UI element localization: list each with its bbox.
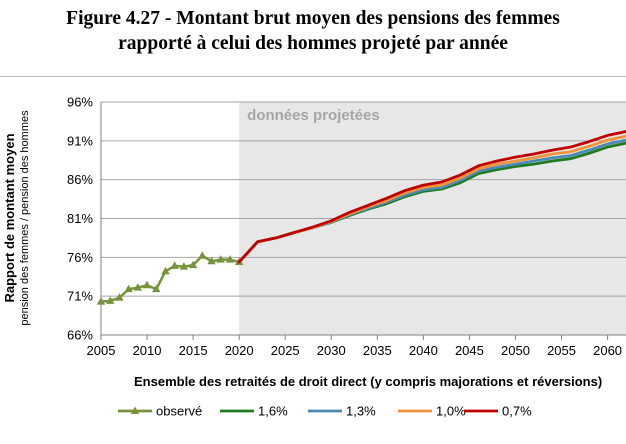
tick-labels: 66% 71% 76% 81% 86% 91% 96% 2005 2010 2015 2020 202… [67, 95, 622, 359]
y-tick-label: 76% [67, 250, 93, 265]
legend-item: 0,7% [464, 404, 532, 419]
x-tick-label: 2015 [179, 343, 208, 358]
y-tick-label: 96% [67, 95, 93, 110]
legend-label: observé [156, 404, 202, 419]
x-tick-label: 2035 [363, 343, 392, 358]
data-point [207, 256, 216, 265]
data-point [179, 262, 189, 270]
data-point [142, 280, 152, 289]
data-point [124, 284, 133, 293]
series-line [237, 130, 626, 264]
data-point [115, 293, 124, 301]
x-tick-label: 2010 [133, 343, 162, 358]
chart-frame-top [0, 76, 626, 77]
data-point [216, 255, 225, 263]
axes [100, 102, 626, 340]
series-line [99, 254, 241, 303]
series-1 [96, 251, 244, 305]
x-tick-label: 2005 [87, 343, 116, 358]
y-tick-label: 71% [67, 289, 93, 304]
y-axis-label: Rapport de montant moyen [2, 133, 17, 302]
y-tick-label: 91% [67, 133, 93, 148]
data-point [152, 284, 161, 293]
x-tick-label: 2045 [455, 343, 484, 358]
data-point [198, 251, 207, 259]
legend-item: 1,3% [308, 404, 376, 419]
legend-label: 1,6% [258, 404, 288, 419]
data-point [225, 255, 235, 263]
legend-marker [130, 406, 140, 414]
x-tick-label: 2060 [593, 343, 622, 358]
data-point [188, 260, 198, 269]
data-point [106, 296, 115, 304]
y-axis-sublabel: pension des femmes / pension des hommes [19, 110, 31, 326]
x-axis-label: Ensemble des retraités de droit direct (… [134, 374, 602, 389]
legend-item: 1,0% [398, 404, 466, 419]
x-tick-label: 2020 [225, 343, 254, 358]
x-tick-label: 2055 [547, 343, 576, 358]
figure-title: Figure 4.27 - Montant brut moyen des pen… [0, 6, 626, 56]
x-tick-label: 2030 [317, 343, 346, 358]
figure-title-line-2: rapporté à celui des hommes projeté par … [118, 33, 508, 54]
legend: observé 1,6% 1,3% 1,0% 0,7% [118, 404, 532, 419]
x-tick-label: 2050 [501, 343, 530, 358]
series-5 [237, 130, 626, 264]
series-layer [96, 130, 626, 305]
projection-annotation: données projetées [247, 107, 380, 124]
legend-item: 1,6% [220, 404, 288, 419]
y-tick-label: 81% [67, 211, 93, 226]
legend-label: 1,0% [436, 404, 466, 419]
figure-title-line-1: Figure 4.27 - Montant brut moyen des pen… [66, 8, 560, 29]
legend-label: 1,3% [346, 404, 376, 419]
y-tick-label: 66% [67, 328, 93, 343]
data-point [133, 283, 143, 291]
grid [101, 101, 626, 336]
legend-item: observé [118, 404, 202, 419]
x-tick-label: 2025 [271, 343, 300, 358]
data-point [161, 266, 170, 275]
legend-label: 0,7% [502, 404, 532, 419]
y-tick-label: 86% [67, 172, 93, 187]
data-point [170, 261, 179, 269]
x-tick-label: 2040 [409, 343, 438, 358]
